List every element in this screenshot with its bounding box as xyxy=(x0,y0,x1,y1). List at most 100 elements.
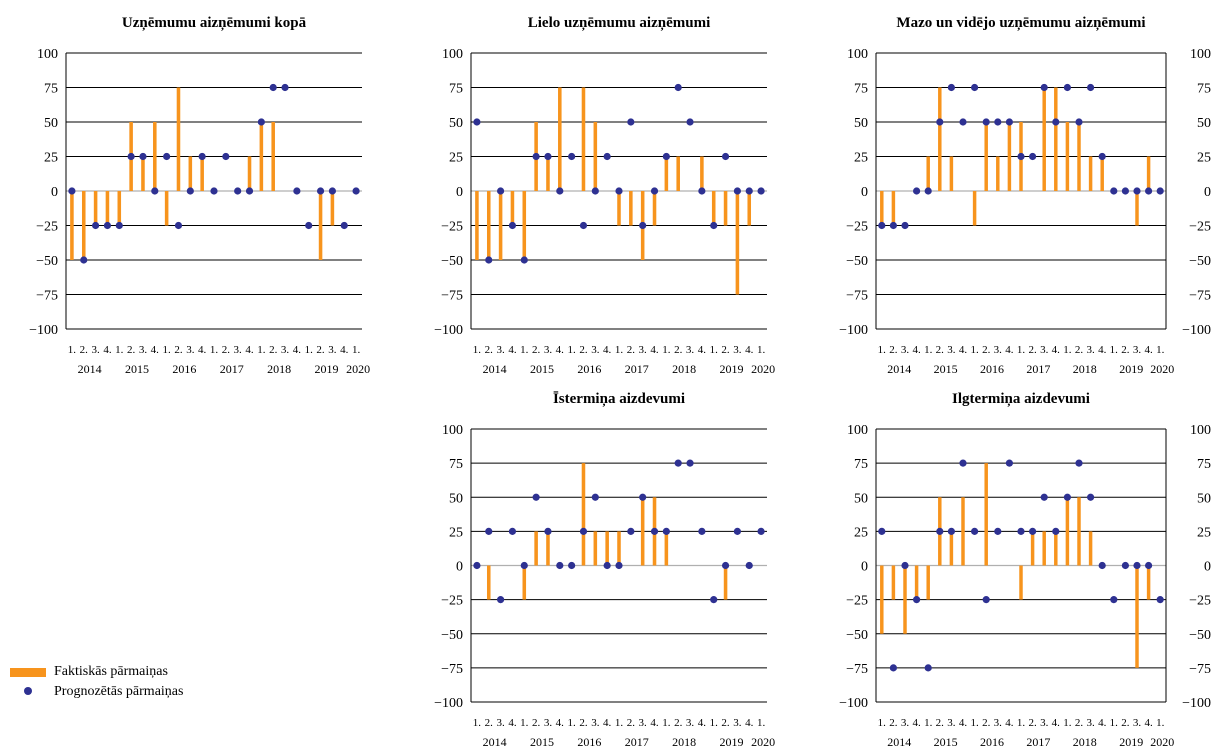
y-tick-label: −75 xyxy=(36,289,58,304)
bar-actual xyxy=(617,531,621,566)
y-tick-label: −50 xyxy=(441,628,463,643)
dot-forecast xyxy=(1017,527,1025,535)
year-label: 2020 xyxy=(1150,735,1174,749)
y-tick-label: 75 xyxy=(449,82,463,97)
x-tick-label: 1. xyxy=(662,344,671,356)
dot-forecast xyxy=(936,527,944,535)
x-tick-label: 4. xyxy=(959,344,968,356)
x-tick-label: 3. xyxy=(139,344,148,356)
bar-actual xyxy=(629,191,633,226)
year-label: 2014 xyxy=(483,735,507,749)
x-tick-label: 2. xyxy=(579,344,588,356)
bar-actual xyxy=(70,191,74,260)
x-tick-label: 2. xyxy=(485,717,494,729)
dot-forecast xyxy=(745,187,753,195)
dot-forecast xyxy=(1121,187,1129,195)
bar-actual xyxy=(330,191,335,226)
x-tick-label: 3. xyxy=(994,717,1003,729)
x-tick-label: 1. xyxy=(662,717,671,729)
y-tick-label-right: −50 xyxy=(1189,628,1211,643)
y-tick-label-right: −25 xyxy=(1189,594,1211,609)
x-tick-label: 2. xyxy=(1028,344,1037,356)
year-label: 2015 xyxy=(125,362,149,376)
x-tick-label: 2. xyxy=(627,717,636,729)
dot-forecast xyxy=(520,256,528,264)
x-tick-label: 2. xyxy=(627,344,636,356)
y-tick-label: −100 xyxy=(434,696,463,711)
x-tick-label: 3. xyxy=(234,344,243,356)
dot-forecast xyxy=(650,527,659,535)
dot-forecast xyxy=(745,561,753,570)
x-tick-label: 3. xyxy=(496,344,505,356)
bar-actual xyxy=(1065,497,1070,566)
x-tick-label: 2. xyxy=(532,344,541,356)
dot-forecast xyxy=(757,527,765,535)
legend-dot-swatch xyxy=(10,684,46,700)
y-tick-label: 0 xyxy=(861,560,868,575)
x-tick-label: 1. xyxy=(1063,344,1072,356)
dot-forecast xyxy=(1040,83,1048,92)
x-tick-label: 2. xyxy=(532,717,541,729)
dot-forecast xyxy=(151,187,159,195)
x-tick-label: 1. xyxy=(163,344,172,356)
dot-forecast xyxy=(68,187,76,195)
dot-forecast xyxy=(1087,83,1095,92)
dot-forecast xyxy=(901,561,909,570)
y-tick-label: 50 xyxy=(449,491,463,506)
dot-forecast xyxy=(281,83,289,92)
y-tick-label: −25 xyxy=(441,220,463,235)
dot-forecast xyxy=(269,83,277,92)
year-label: 2014 xyxy=(887,362,911,376)
x-tick-label: 1. xyxy=(1017,717,1026,729)
x-tick-label: 1. xyxy=(568,717,577,729)
x-tick-label: 1. xyxy=(924,344,933,356)
bar-actual xyxy=(558,87,562,191)
x-tick-label: 3. xyxy=(733,717,742,729)
y-tick-label: 25 xyxy=(449,525,463,540)
year-label: 2017 xyxy=(1026,362,1050,376)
year-label: 2016 xyxy=(172,362,196,376)
x-tick-label: 3. xyxy=(947,717,956,729)
dot-forecast xyxy=(1029,152,1037,161)
dot-forecast xyxy=(889,221,898,230)
x-tick-label: 1. xyxy=(970,344,979,356)
dot-forecast xyxy=(1075,459,1083,467)
y-tick-label: −75 xyxy=(846,662,868,677)
dot-forecast xyxy=(1133,187,1141,195)
x-tick-label: 3. xyxy=(994,344,1003,356)
year-label: 2018 xyxy=(672,735,696,749)
y-tick-label-right: −25 xyxy=(1189,220,1211,235)
bar-actual xyxy=(652,191,657,226)
x-tick-label: 1. xyxy=(1110,717,1119,729)
x-tick-label: 2. xyxy=(1075,717,1084,729)
dot-forecast xyxy=(1121,561,1129,570)
bar-actual xyxy=(1054,531,1058,566)
chart-panel-2: Lielo uzņēmumu aizņēmumi −100 −75 −50 −25 0 25… xyxy=(434,15,775,376)
chart-title: Mazo un vidējo uzņēmumu aizņēmumi xyxy=(896,15,1145,31)
x-tick-label: 1. xyxy=(1156,344,1165,356)
x-tick-label: 4. xyxy=(912,717,921,729)
dot-forecast xyxy=(674,83,682,92)
x-tick-label: 4. xyxy=(508,717,517,729)
y-tick-label: −50 xyxy=(441,254,463,269)
dot-forecast xyxy=(650,187,659,195)
y-tick-label: 100 xyxy=(847,423,868,438)
x-tick-label: 4. xyxy=(1144,717,1153,729)
y-tick-label: 0 xyxy=(456,185,463,200)
dot-forecast xyxy=(603,561,611,570)
x-tick-label: 4. xyxy=(912,344,921,356)
year-label: 2015 xyxy=(530,735,554,749)
dot-forecast xyxy=(1156,596,1164,604)
dot-forecast xyxy=(579,221,588,230)
x-tick-label: 2. xyxy=(222,344,231,356)
x-tick-label: 1. xyxy=(757,344,766,356)
x-tick-label: 2. xyxy=(936,717,945,729)
bar-actual xyxy=(664,531,669,566)
legend-label-actual: Faktiskās pārmaiņas xyxy=(54,664,168,679)
x-tick-label: 2. xyxy=(982,717,991,729)
dot-forecast xyxy=(556,561,564,570)
dot-forecast xyxy=(532,493,540,501)
y-tick-label: 0 xyxy=(861,185,868,200)
chart-title: Uzņēmumu aizņēmumi kopā xyxy=(122,15,307,31)
